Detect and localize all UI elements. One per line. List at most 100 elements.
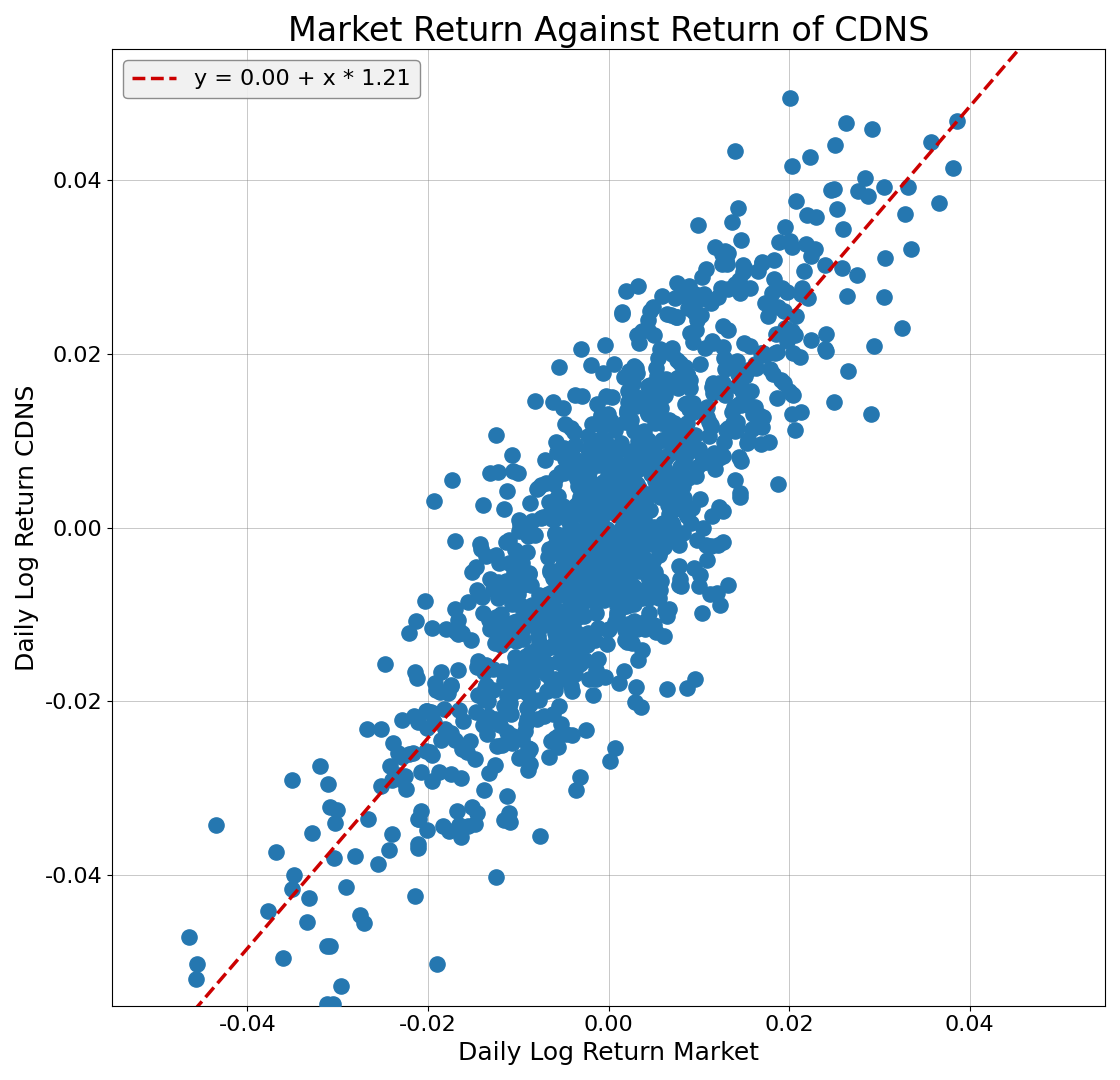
Point (572, 528, 590, 545)
Point (727, 141, 745, 159)
Point (552, 654, 570, 672)
Point (513, 597, 531, 615)
Point (548, 489, 566, 507)
Point (284, 866, 302, 883)
Point (732, 231, 750, 248)
Point (636, 485, 654, 502)
Point (544, 705, 562, 723)
Point (627, 514, 645, 531)
Point (666, 289, 684, 307)
Point (563, 456, 581, 473)
Point (681, 324, 699, 341)
Point (591, 489, 609, 507)
Point (578, 532, 596, 550)
Point (646, 572, 664, 590)
Point (875, 288, 893, 306)
Point (579, 512, 597, 529)
Point (631, 431, 648, 448)
Point (556, 635, 573, 652)
Point (828, 201, 846, 218)
Point (475, 690, 493, 707)
Point (390, 744, 408, 761)
Point (601, 540, 619, 557)
Point (591, 494, 609, 511)
Point (666, 475, 684, 492)
Point (587, 661, 605, 678)
Point (591, 406, 609, 423)
Point (715, 350, 732, 367)
Point (616, 632, 634, 649)
Point (622, 411, 640, 429)
Point (595, 364, 613, 381)
Point (595, 453, 613, 470)
Point (635, 554, 653, 571)
Point (692, 307, 710, 324)
Point (651, 590, 669, 607)
Point (776, 218, 794, 235)
Point (646, 360, 664, 377)
Point (729, 199, 747, 216)
Point (735, 334, 753, 351)
Point (702, 295, 720, 312)
Point (579, 552, 597, 569)
Point (618, 633, 636, 650)
Point (319, 775, 337, 793)
Point (644, 553, 662, 570)
Point (582, 436, 600, 454)
Point (786, 421, 804, 438)
Point (495, 672, 513, 689)
Point (638, 531, 656, 549)
Point (816, 340, 834, 357)
Point (640, 555, 657, 572)
Point (713, 338, 731, 355)
Point (701, 585, 719, 603)
Point (687, 285, 704, 302)
Point (625, 578, 643, 595)
Point (579, 428, 597, 445)
Point (608, 551, 626, 568)
Point (573, 508, 591, 525)
Point (818, 325, 836, 342)
Point (550, 566, 568, 583)
Point (567, 436, 585, 454)
Point (581, 630, 599, 647)
Point (665, 418, 683, 435)
Point (507, 632, 525, 649)
Point (584, 564, 601, 581)
Point (566, 630, 584, 647)
Point (599, 551, 617, 568)
Point (628, 458, 646, 475)
Point (506, 583, 524, 600)
Point (282, 880, 300, 897)
Point (615, 468, 633, 485)
Point (625, 499, 643, 516)
Point (207, 816, 225, 834)
Point (791, 349, 809, 366)
Point (731, 284, 749, 301)
Point (488, 631, 506, 648)
Point (615, 519, 633, 537)
Point (441, 766, 459, 783)
Point (689, 311, 707, 328)
Point (541, 748, 559, 766)
Point (669, 379, 687, 396)
Point (626, 693, 644, 711)
Point (571, 475, 589, 492)
Point (542, 583, 560, 600)
Point (730, 376, 748, 393)
Point (576, 550, 594, 567)
Point (646, 563, 664, 580)
Point (660, 467, 678, 484)
Point (683, 394, 701, 411)
Point (664, 443, 682, 460)
Point (616, 368, 634, 386)
Point (569, 607, 587, 624)
Point (562, 419, 580, 436)
Point (651, 477, 669, 495)
Point (498, 723, 516, 740)
Point (660, 410, 678, 428)
Point (661, 423, 679, 441)
Point (688, 468, 706, 485)
Point (673, 447, 691, 464)
Point (390, 767, 408, 784)
